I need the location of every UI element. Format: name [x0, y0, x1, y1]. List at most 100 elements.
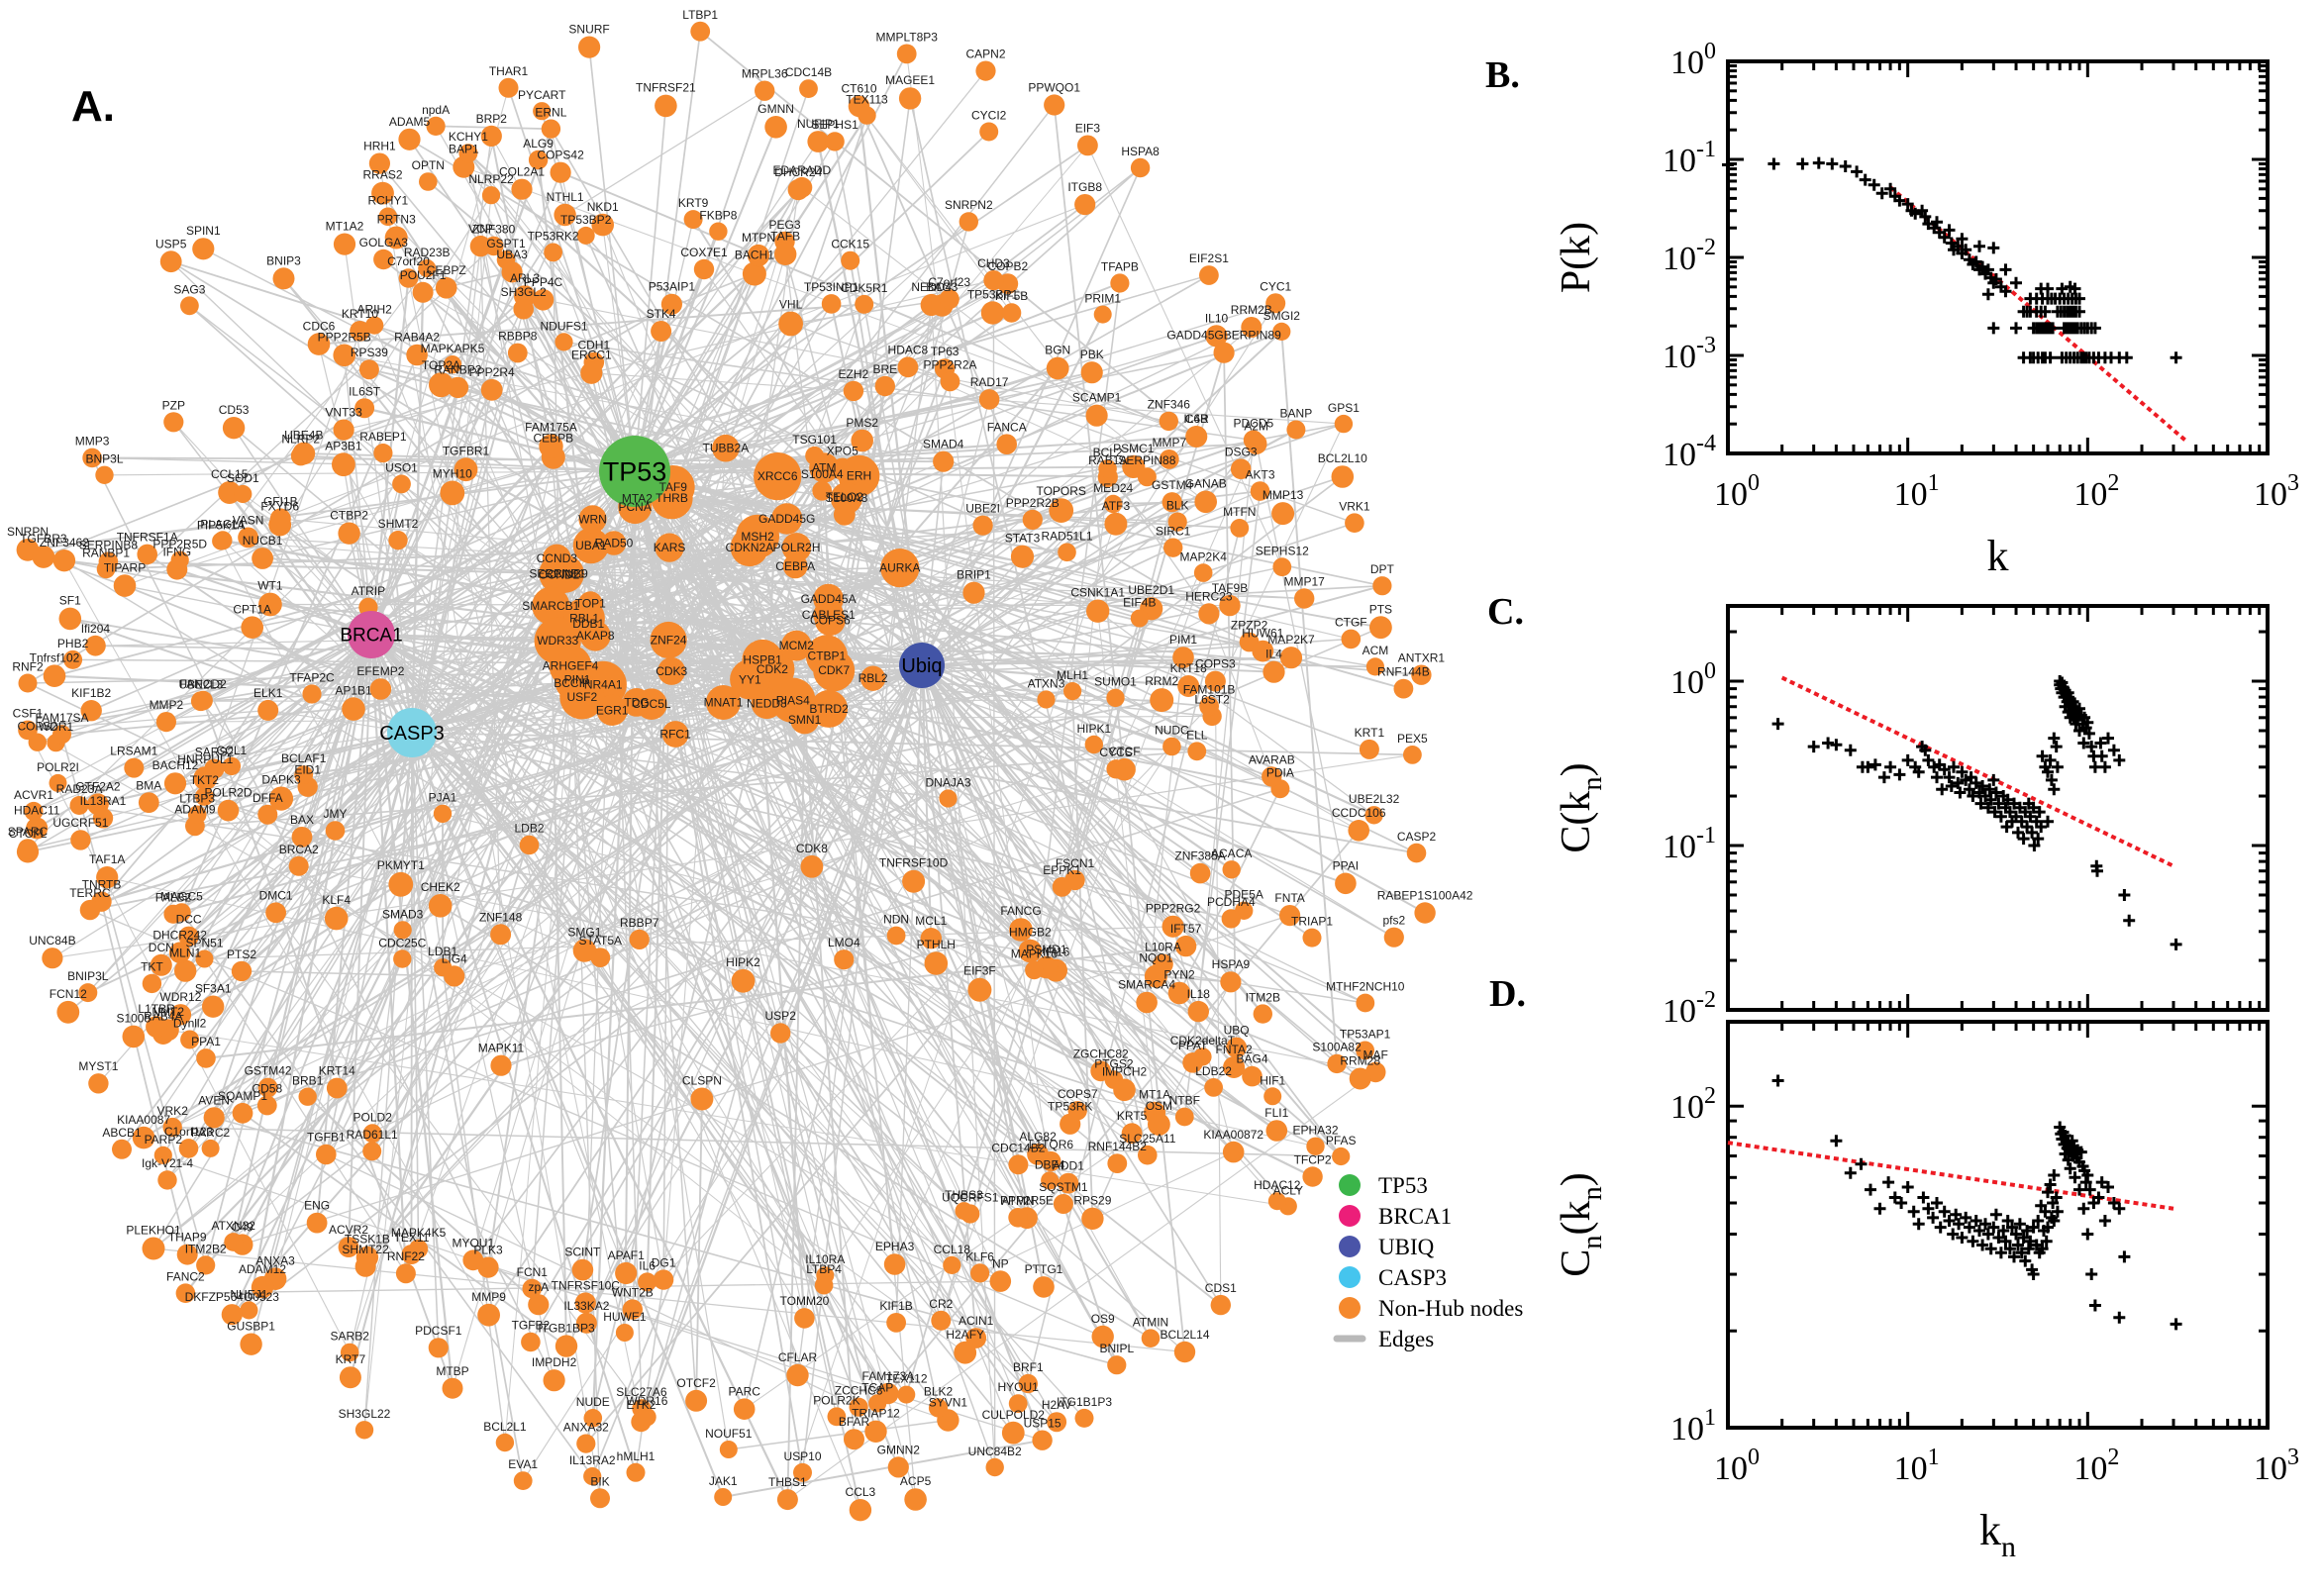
network-node [325, 821, 346, 841]
edge-line [559, 171, 1197, 438]
network-node-label: RABEP1S100A42 [1377, 888, 1473, 902]
edge-line [454, 768, 1125, 977]
network-node-label: TCAP [861, 1380, 893, 1394]
network-node [1334, 414, 1354, 434]
edge-line [152, 677, 874, 1249]
network-node-label: GPS1 [1328, 401, 1360, 415]
network-node [1349, 1067, 1371, 1090]
edge-line [725, 448, 940, 1409]
network-node-label: KRT14 [319, 1064, 355, 1078]
network-node-label: CCDC106 [1332, 806, 1386, 820]
network-node-label: LDB22 [1195, 1064, 1232, 1078]
edge-line [162, 1154, 949, 1422]
network-node-label: ITGB1BP3 [538, 1321, 595, 1335]
network-node-label: HIPK1 [1076, 722, 1111, 736]
network-node-label: PFAS [1326, 1134, 1357, 1147]
network-node-label: MTA2 [622, 491, 653, 505]
network-node [490, 924, 512, 946]
network-node-label: HRH1 [363, 140, 396, 153]
network-node-label: SPIN1 [186, 224, 221, 238]
network-node-label: S100A4 [801, 467, 844, 481]
network-node [429, 372, 454, 398]
network-node [1356, 1041, 1374, 1060]
edge-line [921, 664, 1376, 1073]
network-node-label: RRM28 [1340, 1053, 1380, 1067]
network-node-label: UNC84B [29, 934, 75, 948]
network-node-label: ZNF24 [651, 634, 687, 648]
network-node-label: pfs2 [1382, 914, 1405, 928]
network-node [519, 835, 540, 855]
network-node-label: PEG3 [768, 218, 800, 232]
edge-line [370, 241, 786, 636]
network-node-label: MCL1 [915, 914, 947, 928]
edge-line [723, 1439, 1043, 1498]
network-node [362, 1124, 382, 1144]
network-node-label: NDN [883, 913, 909, 927]
network-node-label: SERPINB9 [529, 567, 588, 581]
network-node [844, 1429, 864, 1450]
network-node-label: IL6 [639, 1259, 656, 1273]
edge-line [203, 732, 413, 960]
network-node [770, 677, 816, 723]
edge-line [95, 635, 596, 647]
network-node-label: ACIN1 [959, 1314, 994, 1328]
network-node [1414, 902, 1436, 924]
network-node-label: HDAC11 [14, 804, 60, 818]
network-node [79, 899, 101, 921]
edge-line [229, 491, 1102, 1072]
network-node [371, 181, 394, 205]
network-node-label: SNRPN2 [945, 198, 993, 212]
network-node-label: C4B [1185, 412, 1208, 426]
network-node [851, 429, 873, 452]
network-node-label: BAG4 [1236, 1052, 1267, 1066]
hub-node-casp3 [387, 708, 437, 757]
network-node-label: MTPN [742, 231, 775, 245]
network-node-label: ELK1 [253, 686, 283, 700]
legend-label: CASP3 [1378, 1265, 1447, 1290]
network-node [638, 1272, 657, 1292]
edge-line [279, 524, 372, 636]
edge-line [634, 189, 799, 472]
network-node [791, 176, 813, 198]
network-node [443, 355, 462, 374]
network-node [428, 1338, 449, 1358]
network-node [1406, 843, 1427, 863]
network-node [1150, 688, 1174, 713]
network-node-label: NUCB1 [243, 534, 283, 548]
edge-line [411, 136, 493, 734]
y-axis-title: P(k) [1554, 222, 1599, 293]
network-node-label: CTCFL [9, 827, 48, 841]
network-node-label: AP1B1 [335, 683, 372, 697]
network-node [1104, 494, 1123, 514]
network-node [774, 243, 797, 265]
edge-line [550, 605, 567, 1347]
network-node [719, 1441, 738, 1458]
edge-line [411, 732, 1058, 1423]
network-node-label: RRAS2 [362, 168, 402, 182]
network-node-label: GOLGA3 [359, 236, 409, 249]
network-node-label: BAG3 [926, 280, 958, 294]
network-node-label: CCNE1 [545, 567, 585, 581]
network-node-label: TSG101 [792, 433, 837, 447]
network-node-label: COPS2 [17, 720, 57, 734]
edge-line [27, 533, 351, 849]
network-node [1223, 1056, 1246, 1078]
network-node [1267, 1192, 1286, 1211]
network-node-label: DMC1 [259, 889, 293, 903]
edge-line [204, 634, 372, 1266]
network-node-label: WDR12 [159, 990, 201, 1004]
edge-line [634, 470, 971, 1215]
network-node-label: FAM175A [525, 421, 577, 435]
network-node-label: RABEP1 [359, 430, 407, 444]
network-node [1136, 991, 1158, 1014]
network-node-label: FAM173A [862, 1369, 915, 1383]
network-node-label: FANCA [987, 420, 1027, 434]
edge-line [672, 367, 1059, 488]
network-node-label: FSCN1 [1056, 856, 1095, 870]
edge-line [441, 384, 466, 470]
network-node-label: IL6ST [349, 384, 381, 398]
edge-line [602, 225, 636, 472]
network-node [1272, 557, 1292, 577]
network-node [864, 1420, 887, 1444]
network-hubs-layer: TP53 BRCA1 Ubiq CASP3 [340, 436, 945, 757]
